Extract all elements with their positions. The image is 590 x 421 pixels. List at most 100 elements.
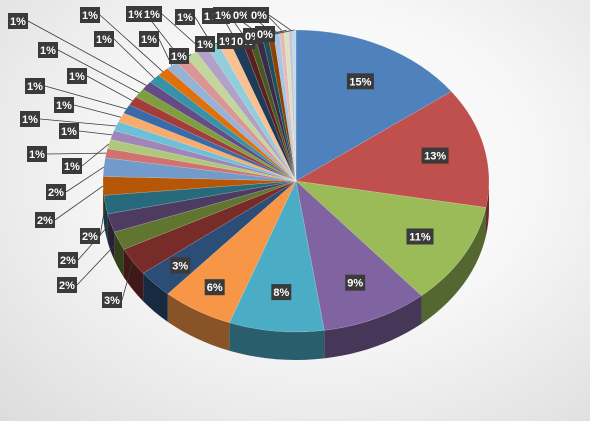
slice-4	[295, 180, 422, 331]
data-label-4: 9%	[347, 278, 363, 290]
slice-side-4	[324, 295, 422, 359]
data-label-box-11	[80, 228, 100, 244]
data-label-14: 1%	[29, 149, 45, 161]
leader-line-18	[73, 104, 122, 118]
data-label-box-22	[8, 13, 28, 29]
slice-side-3	[421, 207, 487, 324]
slice-2	[295, 91, 490, 208]
data-label-box-23	[94, 31, 114, 47]
leader-line-22	[27, 20, 147, 86]
data-label-30: 1%	[197, 39, 213, 51]
slice-14	[105, 148, 297, 182]
leader-line-41	[274, 29, 295, 35]
data-label-box-15	[62, 158, 82, 174]
data-label-13: 2%	[48, 187, 64, 199]
data-label-box-10	[58, 252, 78, 268]
leader-line-19	[44, 85, 127, 110]
slice-16	[110, 130, 297, 182]
data-label-2: 13%	[424, 151, 446, 163]
data-label-box-41	[255, 26, 275, 42]
leader-line-11	[99, 204, 106, 237]
slice-6	[167, 180, 297, 323]
leader-line-9	[76, 240, 120, 286]
data-label-box-7	[170, 257, 191, 274]
leader-line-20	[86, 75, 133, 102]
data-label-box-34	[213, 7, 233, 23]
data-label-box-5	[271, 284, 292, 301]
data-label-9: 2%	[59, 280, 75, 292]
data-label-box-17	[20, 111, 40, 127]
data-label-24: 1%	[82, 10, 98, 22]
data-label-10: 2%	[60, 255, 76, 267]
data-label-box-24	[80, 7, 100, 23]
slice-1	[295, 29, 452, 182]
leader-line-15	[81, 143, 110, 167]
leader-line-27	[188, 53, 192, 57]
leader-line-28	[161, 13, 202, 50]
data-label-box-12	[35, 212, 55, 228]
data-label-box-4	[345, 274, 366, 291]
data-label-1: 15%	[349, 76, 371, 88]
data-label-21: 1%	[40, 45, 56, 57]
data-label-26: 1%	[128, 9, 144, 21]
slice-side-7	[143, 273, 168, 322]
pie-top	[102, 29, 490, 333]
data-label-25: 1%	[141, 34, 157, 46]
leader-line-13	[65, 166, 105, 193]
data-label-box-36	[231, 7, 251, 23]
data-label-box-30	[195, 36, 215, 52]
data-label-box-8	[102, 292, 122, 308]
slice-22	[142, 81, 297, 182]
data-label-23: 1%	[96, 34, 112, 46]
data-label-box-28	[142, 6, 162, 22]
data-label-27: 1%	[171, 51, 187, 63]
data-label-16: 1%	[61, 126, 77, 138]
slice-5	[229, 180, 325, 333]
data-label-22: 1%	[10, 16, 26, 28]
data-label-box-2	[421, 147, 449, 164]
slice-side-5	[229, 322, 325, 360]
slice-3	[295, 180, 487, 296]
data-label-7: 3%	[172, 260, 188, 272]
data-label-box-13	[46, 184, 66, 200]
data-label-40: 0%	[251, 10, 267, 22]
data-label-19: 1%	[27, 81, 43, 93]
leader-line-40	[268, 14, 291, 31]
data-label-28: 1%	[144, 9, 160, 21]
data-label-box-1	[346, 73, 374, 90]
slice-side-8	[123, 249, 144, 302]
leader-line-8	[121, 261, 134, 301]
leader-line-21	[57, 49, 140, 94]
leader-line-23	[113, 38, 155, 79]
leader-line-17	[39, 118, 117, 127]
data-label-box-21	[38, 42, 58, 58]
slice-18	[118, 112, 297, 182]
pie-depth	[103, 181, 489, 360]
data-label-box-16	[59, 123, 79, 139]
data-label-17: 1%	[22, 114, 38, 126]
data-label-8: 3%	[104, 295, 120, 307]
data-label-box-20	[67, 68, 87, 84]
leader-line-12	[54, 185, 104, 221]
slice-side-2	[486, 181, 489, 236]
data-label-box-14	[27, 146, 47, 162]
slice-side-10	[107, 213, 115, 261]
data-label-box-40	[249, 7, 269, 23]
data-label-box-18	[54, 97, 74, 113]
leader-line-16	[78, 130, 113, 136]
data-label-36: 0%	[233, 10, 249, 22]
data-label-34: 1%	[215, 10, 231, 22]
data-label-box-3	[406, 228, 434, 245]
data-label-20: 1%	[69, 71, 85, 83]
data-label-41: 0%	[257, 29, 273, 41]
data-label-box-29	[175, 9, 195, 25]
slice-19	[123, 104, 297, 182]
data-label-box-27	[169, 48, 189, 64]
data-label-18: 1%	[56, 100, 72, 112]
data-label-box-19	[25, 78, 45, 94]
leader-line-14	[46, 152, 107, 155]
data-label-box-25	[139, 31, 159, 47]
leader-line-24	[99, 14, 164, 72]
